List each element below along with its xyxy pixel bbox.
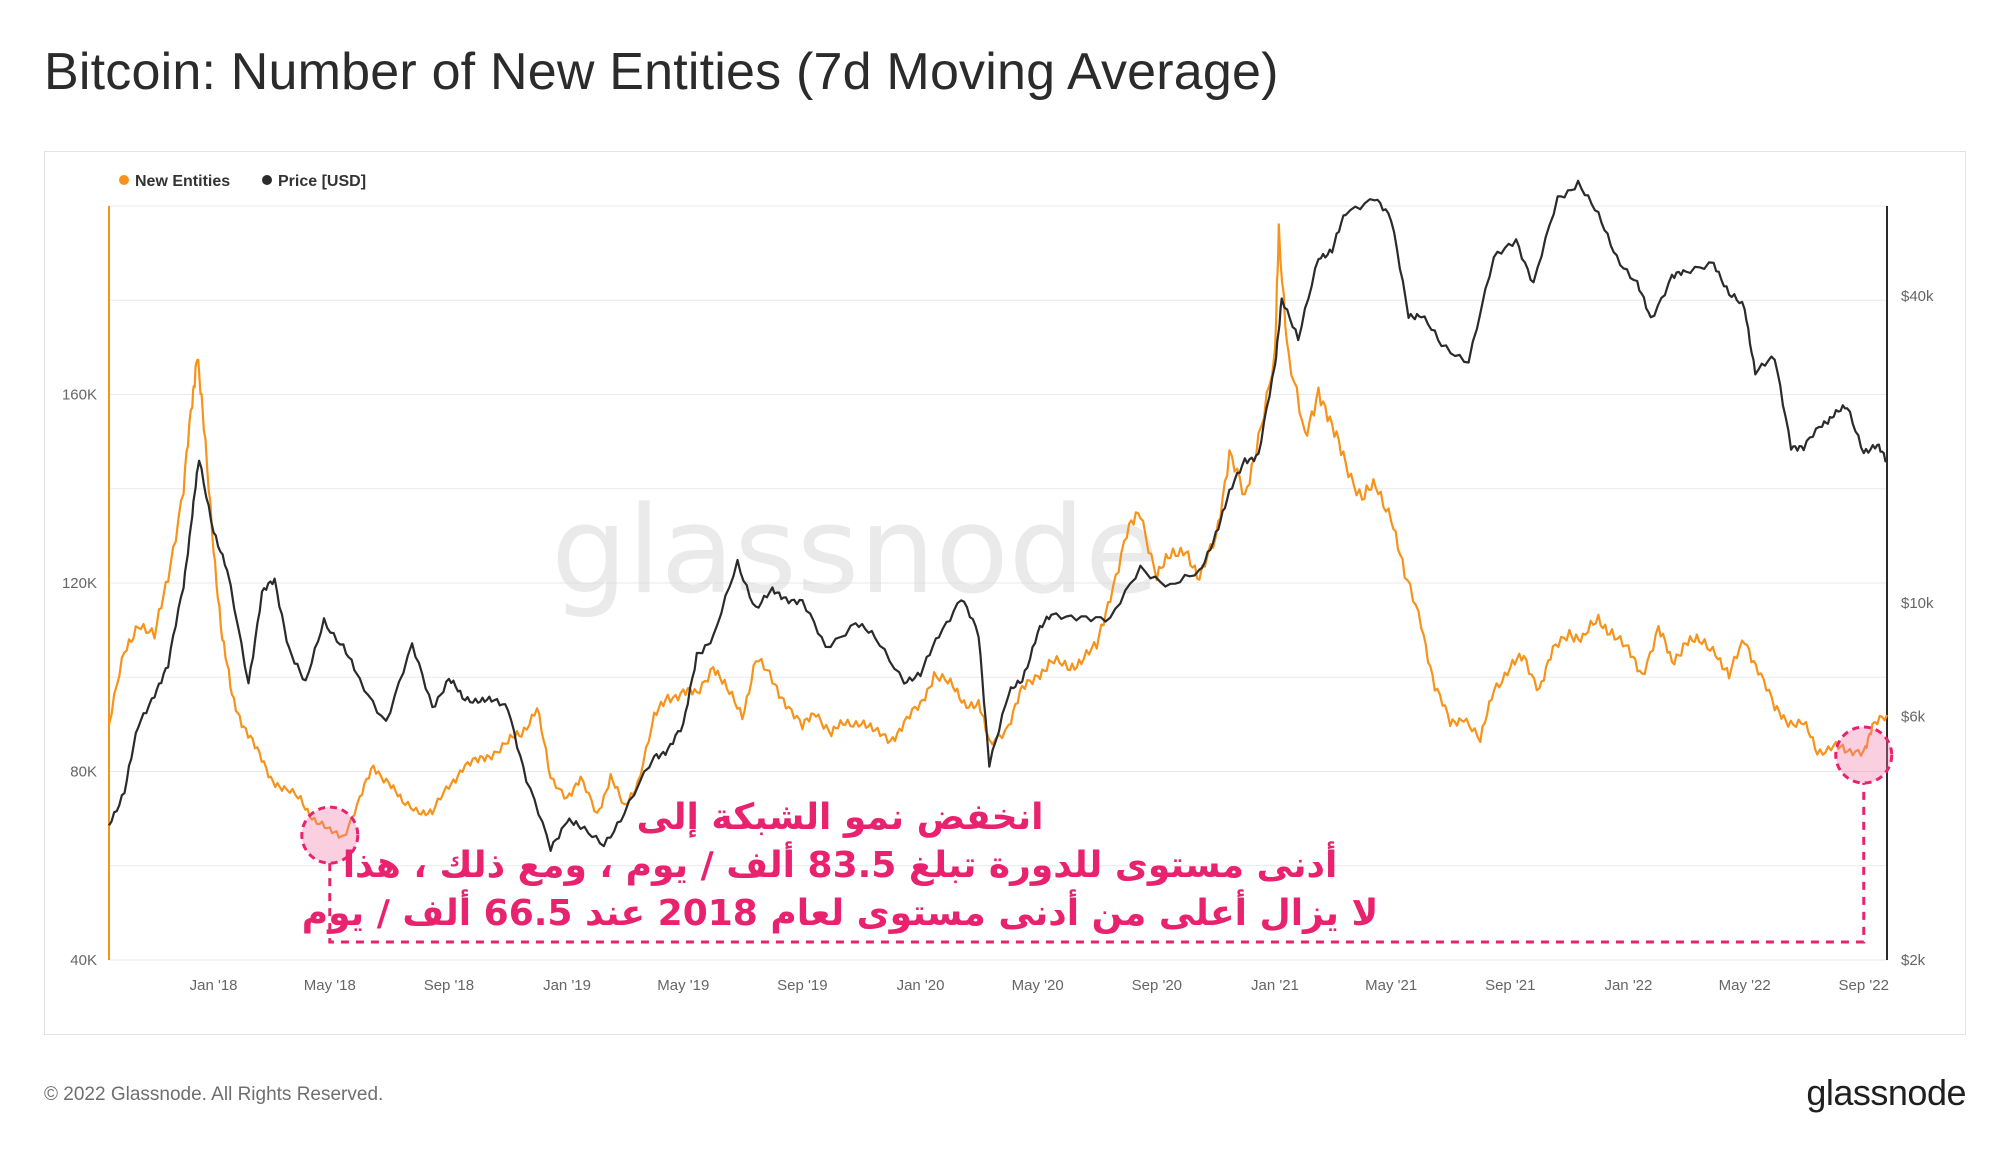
highlight-connector bbox=[328, 783, 1866, 944]
y-right-tick-label: $10k bbox=[1901, 595, 1934, 612]
x-tick-label: Jan '18 bbox=[190, 977, 238, 994]
chart-svg: New Entities Price [USD] glassnode 40K 80… bbox=[62, 173, 1934, 994]
y-right-tick-label: $40k bbox=[1901, 288, 1934, 305]
x-tick-label: Sep '18 bbox=[424, 977, 474, 994]
x-tick-label: Sep '20 bbox=[1132, 977, 1182, 994]
x-tick-label: Sep '21 bbox=[1485, 977, 1535, 994]
series-line-new-entities bbox=[107, 223, 1889, 839]
legend-marker-price bbox=[262, 175, 272, 185]
chart-axes bbox=[108, 206, 1888, 960]
y-right-tick-label: $2k bbox=[1901, 952, 1926, 969]
y-right-tick-label: $6k bbox=[1901, 708, 1926, 725]
annotation-line-3: لا يزال أعلى من أدنى مستوى لعام 2018 عند… bbox=[302, 889, 1379, 934]
x-ticks: Jan '18 May '18 Sep '18 Jan '19 May '19 Sep '… bbox=[190, 977, 1889, 994]
annotation-text: انخفض نمو الشبكة إلى أدنى مستوى للدورة ت… bbox=[302, 797, 1379, 934]
highlight-circle-cycle-low bbox=[1834, 725, 1894, 785]
x-tick-label: May '19 bbox=[657, 977, 709, 994]
footer-copyright: © 2022 Glassnode. All Rights Reserved. bbox=[44, 1084, 384, 1105]
chart-legend: New Entities Price [USD] bbox=[119, 173, 366, 190]
page-title: Bitcoin: Number of New Entities (7d Movi… bbox=[44, 43, 1279, 101]
y-left-tick-label: 160K bbox=[62, 387, 97, 404]
legend-label-new-entities[interactable]: New Entities bbox=[135, 173, 230, 190]
chart-panel: New Entities Price [USD] glassnode 40K 80… bbox=[44, 151, 1966, 1035]
glassnode-logo: glassnode bbox=[1806, 1072, 1966, 1113]
y-left-tick-label: 40K bbox=[70, 952, 97, 969]
y-left-tick-label: 120K bbox=[62, 575, 97, 592]
y-left-ticks: 40K 80K 120K 160K bbox=[62, 387, 97, 970]
series-line-price bbox=[108, 179, 1888, 853]
y-right-ticks: $2k $6k $10k $40k bbox=[1901, 288, 1934, 969]
chart-grid bbox=[109, 205, 1887, 961]
x-tick-label: Jan '21 bbox=[1251, 977, 1299, 994]
chart-series bbox=[107, 179, 1889, 853]
x-tick-label: May '20 bbox=[1012, 977, 1064, 994]
watermark-text: glassnode bbox=[551, 482, 1159, 621]
highlight-circle-2018-low bbox=[300, 805, 360, 865]
x-tick-label: Jan '22 bbox=[1604, 977, 1652, 994]
x-tick-label: Jan '19 bbox=[543, 977, 591, 994]
annotation-line-1: انخفض نمو الشبكة إلى bbox=[637, 797, 1044, 838]
chart-highlights bbox=[300, 725, 1894, 944]
x-tick-label: May '18 bbox=[304, 977, 356, 994]
legend-marker-new-entities bbox=[119, 175, 129, 185]
x-tick-label: May '22 bbox=[1719, 977, 1771, 994]
legend-label-price[interactable]: Price [USD] bbox=[278, 173, 366, 190]
annotation-line-2: أدنى مستوى للدورة تبلغ 83.5 ألف / يوم ، … bbox=[343, 841, 1338, 886]
y-left-tick-label: 80K bbox=[70, 764, 97, 781]
x-tick-label: May '21 bbox=[1365, 977, 1417, 994]
x-tick-label: Sep '22 bbox=[1839, 977, 1889, 994]
x-tick-label: Jan '20 bbox=[897, 977, 945, 994]
x-tick-label: Sep '19 bbox=[777, 977, 827, 994]
